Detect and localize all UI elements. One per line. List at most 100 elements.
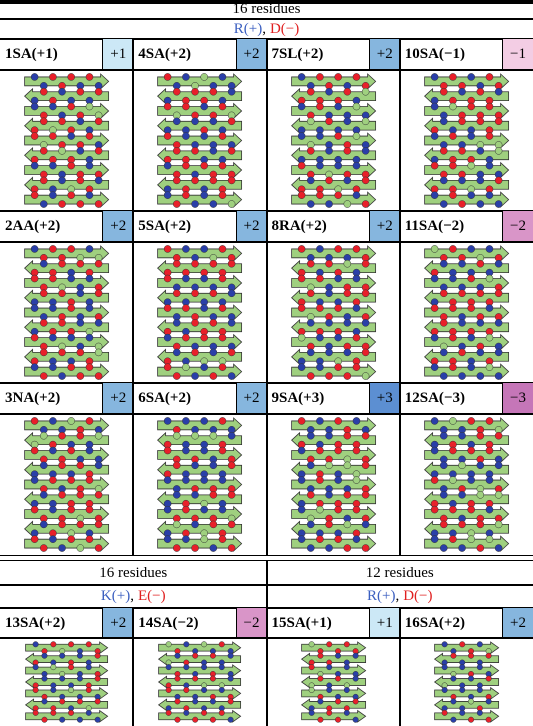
residue [210,462,217,469]
residue [362,349,369,356]
residue [175,676,180,681]
residue [193,717,198,722]
residue [164,536,171,543]
residue [449,417,456,424]
residue [325,544,332,551]
residue [458,200,465,207]
residue [219,133,226,140]
residue [40,491,47,498]
residue [307,462,314,469]
residue [68,103,75,110]
peptide-name: 2AA(+2) [0,211,103,242]
residue [362,147,369,154]
residue [352,245,359,252]
panel-header: 12 residues [267,561,533,585]
residue [325,260,332,267]
residue [477,349,484,356]
residue [477,319,484,326]
residue [352,364,359,371]
residue [458,177,465,184]
residue [86,334,93,341]
residue [316,417,323,424]
residue [308,664,313,669]
residue [450,676,455,681]
residue [440,491,447,498]
residue [77,676,82,681]
residue [68,162,75,169]
residue [344,664,349,669]
residue [298,536,305,543]
peptide-name: 1SA(+1) [0,39,103,70]
residue [86,192,93,199]
residue [440,147,447,154]
residue [467,103,474,110]
residue [192,544,199,551]
charge-badge: +1 [370,608,400,638]
residue [192,200,199,207]
residue [486,162,493,169]
residue [77,200,84,207]
residue [325,521,332,528]
residue [228,432,235,439]
charge-legend: R(+),D(−) [267,585,533,608]
residue [334,192,341,199]
residue [477,642,482,647]
residue [183,162,190,169]
residue [352,192,359,199]
residue [477,260,484,267]
residue [49,275,56,282]
beta-sheet [267,638,400,726]
residue [486,417,493,424]
beta-sheet [0,242,133,383]
residue [40,290,47,297]
residue [335,699,340,704]
residue [164,447,171,454]
residue [467,417,474,424]
residue [192,260,199,267]
residue [40,118,47,125]
residue [40,88,47,95]
residue [173,544,180,551]
residue [183,103,190,110]
residue [68,275,75,282]
residue [228,260,235,267]
residue [59,147,66,154]
residue [459,710,464,715]
positive-residue: R(+) [367,588,395,605]
residue [31,133,38,140]
residue [495,349,502,356]
residue [86,103,93,110]
residue [210,200,217,207]
peptide-name: 7SL(+2) [267,39,370,70]
residue [486,192,493,199]
residue [307,319,314,326]
peptide-name: 5SA(+2) [133,211,236,242]
residue [68,417,75,424]
residue [166,664,171,669]
residue [95,521,102,528]
residue [59,260,66,267]
charge-legend: R(+),D(−) [0,19,533,39]
residue [334,305,341,312]
residue [442,710,447,715]
residue [298,192,305,199]
residue [77,147,84,154]
residue [68,506,75,513]
residue [316,133,323,140]
residue [219,447,226,454]
residue [31,162,38,169]
residue [352,103,359,110]
residue [325,319,332,326]
residue [95,676,100,681]
residue [326,642,331,647]
residue [86,162,93,169]
residue [86,447,93,454]
negative-residue: D(−) [403,588,432,605]
residue [440,88,447,95]
residue [31,447,38,454]
residue [458,544,465,551]
residue [228,88,235,95]
residue [164,334,171,341]
residue [317,676,322,681]
residue [442,687,447,692]
